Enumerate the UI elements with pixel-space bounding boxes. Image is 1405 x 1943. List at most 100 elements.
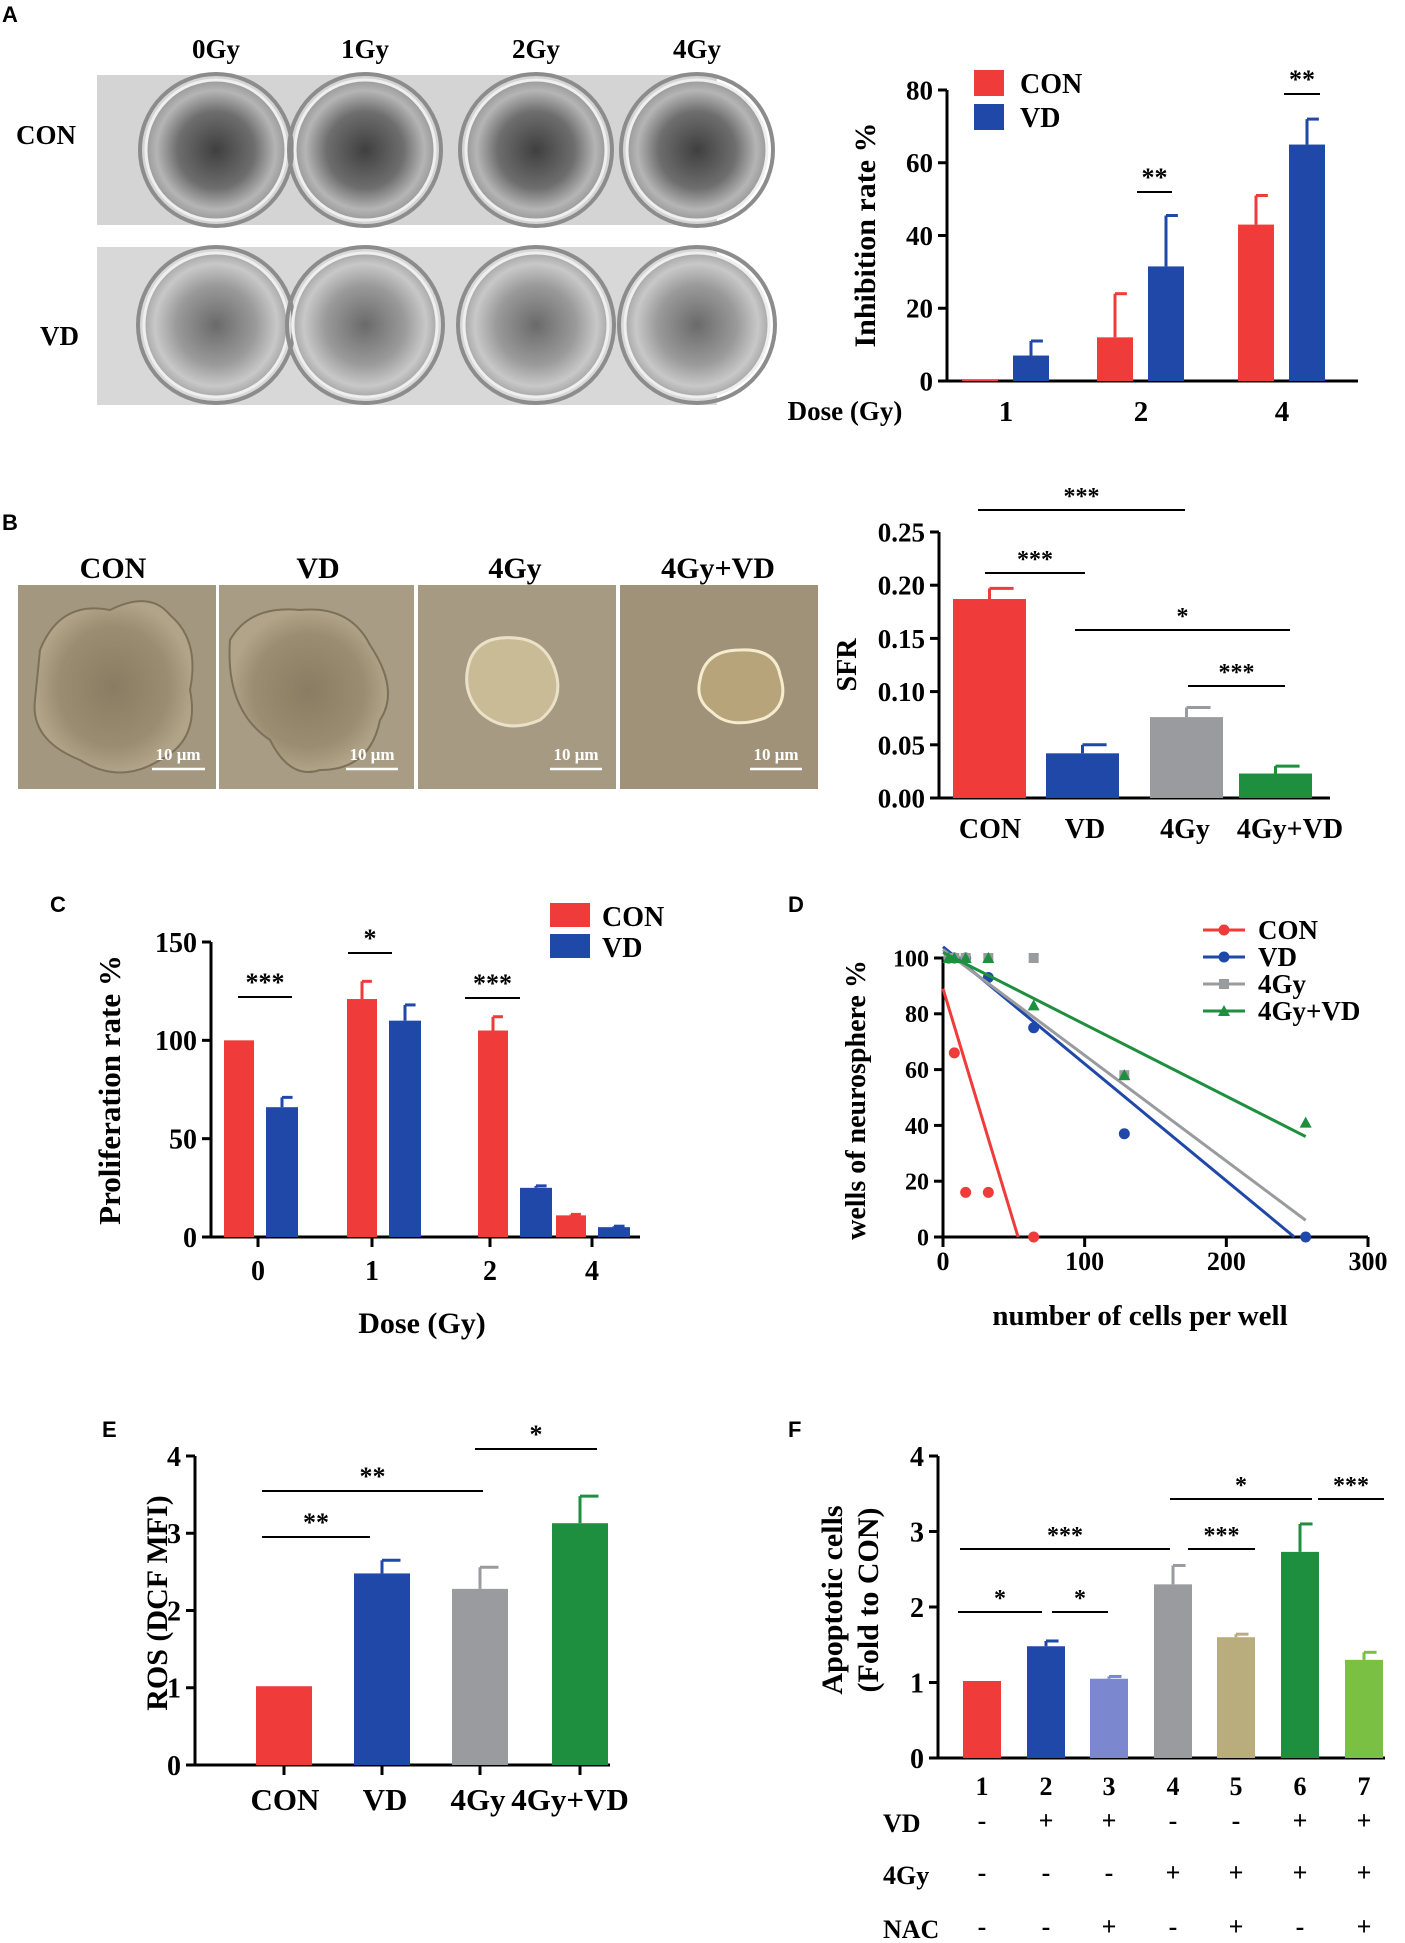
chart-f-cond-0-5: +: [1293, 1806, 1308, 1835]
chart-e-xtick-3: 4Gy+VD: [511, 1782, 629, 1817]
chart-b-ylabel: SFR: [832, 638, 863, 692]
chart-f-apoptosis: 0 1 2 3 4 1 2 3 4 5 6 7 VD - + + - - + +4Gy - - - + + + + NAC - - + - + -…: [816, 1442, 1385, 1943]
panel-label-f: F: [788, 1417, 801, 1442]
photo-label-4gy: 4Gy: [488, 552, 541, 585]
chart-f-bar-2: [1090, 1678, 1128, 1758]
chart-c-proliferation: 0 50 100 150 0 1 2 4 Dose (Gy) Proliferation rate…: [92, 902, 664, 1340]
row-label-vd: VD: [40, 321, 79, 351]
chart-c-bar-vd-0: [266, 1107, 298, 1237]
well-r0-c3: [625, 78, 769, 222]
chart-b-sig-2-label: *: [1177, 604, 1189, 630]
chart-a-xtick-1: 2: [1134, 396, 1149, 428]
chart-d-legend-label-3: 4Gy+VD: [1258, 996, 1360, 1026]
chart-e-sig-0-label: **: [303, 1508, 329, 1537]
chart-d-legend-marker-0: [1218, 924, 1230, 936]
col-label-4gy: 4Gy: [673, 34, 722, 64]
chart-c-bar-vd-2: [520, 1187, 552, 1237]
chart-d-point-3-3: [982, 952, 995, 963]
chart-a-ytick-label-3: 60: [906, 148, 933, 178]
chart-c-legend-con: CON: [602, 902, 664, 933]
sphere-4gy-vd: [697, 648, 785, 725]
chart-b-xtick-1: VD: [1065, 814, 1105, 845]
chart-d-fit-line-3: [942, 951, 1307, 1138]
chart-c-sig-2-label: ***: [473, 969, 512, 998]
chart-d-legend-marker-1: [1218, 951, 1230, 963]
chart-f-ytick-label-1: 1: [910, 1668, 924, 1699]
chart-c-ylabel: Proliferation rate %: [92, 955, 127, 1225]
chart-f-cond-2-2: +: [1102, 1912, 1117, 1941]
chart-e-bar-0: [256, 1686, 312, 1765]
chart-c-bar-con-1: [347, 999, 377, 1237]
chart-e-bar-2: [452, 1588, 508, 1765]
chart-d-point-0-4: [1028, 1231, 1040, 1243]
chart-d-point-3-6: [1299, 1116, 1312, 1128]
well-rim-r1-c1: [285, 245, 445, 405]
chart-f-cond-1-2: -: [1105, 1858, 1114, 1887]
chart-c-bar-vd-3: [598, 1227, 630, 1237]
chart-b-sig-1-label: ***: [1017, 547, 1053, 573]
chart-a-ylabel: Inhibition rate %: [849, 122, 882, 347]
photo-label-vd: VD: [296, 552, 339, 585]
panel-label-a: A: [2, 2, 18, 27]
chart-f-ytick-label-2: 2: [910, 1593, 924, 1624]
scale-bar-label-vd: 10 μm: [349, 745, 394, 764]
panel-label-c: C: [50, 892, 66, 917]
chart-f-cond-1-4: +: [1229, 1858, 1244, 1887]
neurosphere-photos: [18, 585, 818, 789]
chart-d-fit-line-1: [942, 945, 1296, 1239]
chart-c-legend-swatch-con: [550, 903, 590, 927]
chart-a-ytick-label-4: 80: [906, 75, 933, 105]
chart-a-bar-con-0: [962, 379, 998, 381]
chart-b-bar-0: [953, 599, 1026, 798]
chart-f-cond-2-4: +: [1229, 1912, 1244, 1941]
chart-f-cond-0-6: +: [1357, 1806, 1372, 1835]
chart-f-cond-2-0: -: [978, 1912, 987, 1941]
chart-a-bar-vd-0: [1013, 355, 1049, 381]
chart-a-bar-con-1: [1097, 337, 1133, 381]
chart-d-point-3-5: [1118, 1069, 1131, 1081]
well-plate-photo: [97, 72, 777, 405]
chart-b-bar-1: [1046, 753, 1119, 798]
chart-f-bar-3: [1154, 1584, 1192, 1758]
chart-e-bar-3: [552, 1523, 608, 1765]
chart-f-sig-2-label: ***: [1047, 1523, 1083, 1549]
chart-f-cond-1-0: -: [978, 1858, 987, 1887]
well-rim-r0-c1: [287, 72, 443, 228]
well-r1-c2: [462, 251, 610, 399]
chart-b-xtick-3: 4Gy+VD: [1237, 814, 1343, 845]
well-r0-c0: [144, 78, 288, 222]
chart-a-legend-swatch-vd: [974, 104, 1004, 130]
chart-a-xtick-2: 4: [1275, 396, 1290, 428]
chart-d-legend-label-0: CON: [1258, 915, 1319, 945]
chart-d-point-1-6: [1300, 1231, 1312, 1243]
chart-b-ytick-label-3: 0.15: [878, 624, 925, 654]
chart-f-cond-0-3: -: [1169, 1806, 1178, 1835]
chart-d-point-3-1: [948, 952, 961, 963]
chart-a-legend-swatch-con: [974, 70, 1004, 96]
well-r1-c0: [142, 251, 290, 399]
chart-f-cond-2-6: +: [1357, 1912, 1372, 1941]
chart-c-legend-swatch-vd: [550, 934, 590, 958]
chart-f-ytick-label-4: 4: [910, 1442, 924, 1473]
chart-c-xtick-3: 4: [585, 1256, 599, 1287]
scale-bar-label-4gy-vd: 10 μm: [753, 745, 798, 764]
chart-f-xtick-1: 2: [1040, 1772, 1053, 1801]
chart-d-point-2-4: [1028, 953, 1039, 963]
chart-b-sig-3-label: ***: [1219, 660, 1255, 686]
photo-label-4gy-vd: 4Gy+VD: [661, 552, 775, 585]
sphere-con: [33, 600, 194, 774]
chart-e-bar-1: [354, 1573, 410, 1765]
chart-d-fit-line-2: [942, 948, 1307, 1222]
chart-d-point-0-1: [948, 1047, 960, 1059]
chart-f-cond-label-2: NAC: [883, 1915, 939, 1943]
chart-f-sig-4-label: *: [1235, 1473, 1247, 1499]
chart-d-ytick-label-2: 40: [905, 1114, 929, 1140]
well-r1-c3: [623, 251, 771, 399]
chart-b-xtick-0: CON: [959, 814, 1021, 845]
chart-d-point-3-2: [959, 952, 972, 963]
chart-d-xlabel: number of cells per well: [992, 1300, 1287, 1332]
sphere-4gy: [465, 636, 560, 728]
chart-b-bar-2: [1150, 717, 1223, 798]
panel-label-b: B: [2, 510, 18, 535]
